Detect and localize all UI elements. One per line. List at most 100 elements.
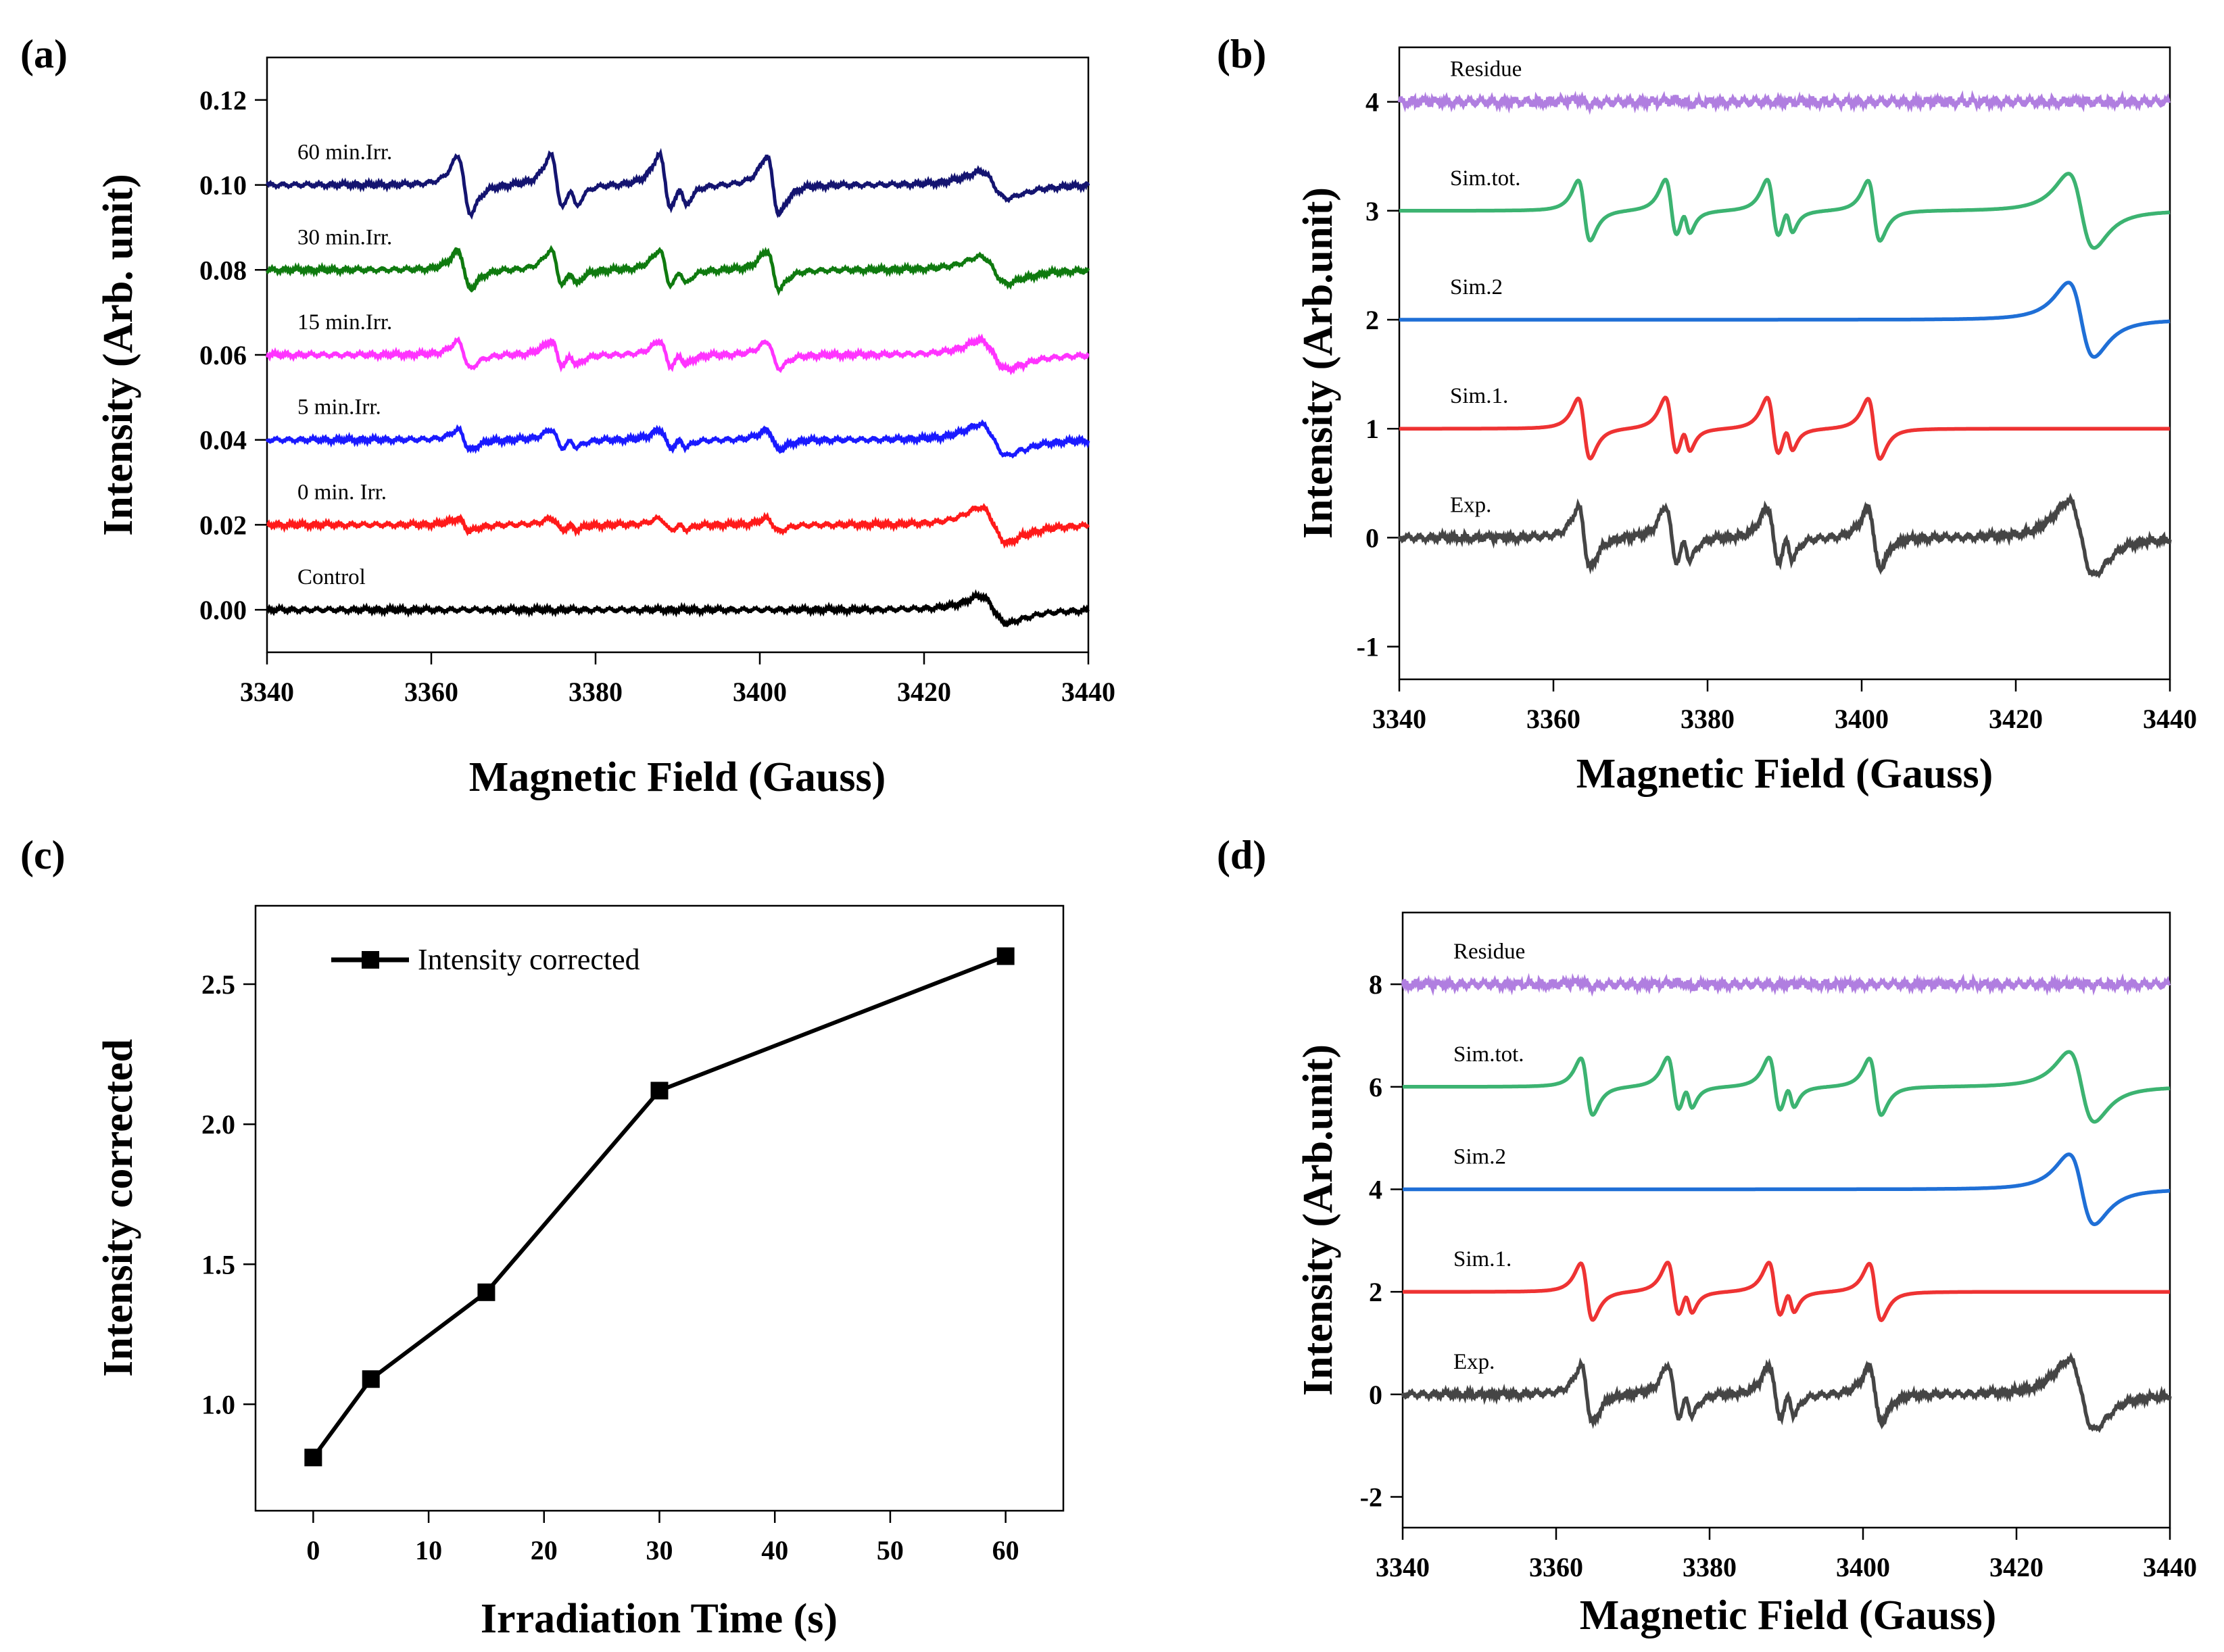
panel-b-label: (b) — [1217, 32, 1266, 76]
y-tick-label: 2.5 — [201, 969, 235, 1000]
panel-b-series: Exp. Sim.1. Sim.2 Sim.tot. Residue — [1397, 57, 2172, 579]
panel-a-series: Control 0 min. Irr. 5 min.Irr. 15 min.Irr. 3… — [265, 141, 1090, 628]
legend-label: Intensity corrected — [418, 943, 640, 976]
y-tick-label: 0.06 — [199, 340, 247, 370]
x-tick-label: 3380 — [1681, 704, 1735, 734]
y-tick-label: 0.12 — [199, 85, 247, 116]
panel-d-series: Exp. Sim.1. Sim.2 Sim.tot. Residue — [1401, 940, 2172, 1433]
data-point — [477, 1283, 495, 1301]
y-tick-label: 2 — [1365, 305, 1379, 335]
x-tick-label: 3340 — [1376, 1552, 1430, 1582]
panel-d-ylabel: Intensity (Arb.unit) — [1295, 1044, 1341, 1396]
x-tick-label: 50 — [877, 1535, 904, 1565]
series-line — [311, 954, 1007, 1459]
series-line — [1403, 1050, 2171, 1124]
series-line — [265, 333, 1090, 376]
y-tick-label: 0.04 — [199, 425, 247, 456]
panel-b-ylabel: Intensity (Arb.unit) — [1295, 187, 1341, 539]
series-label: 60 min.Irr. — [297, 141, 392, 165]
series-label: Control — [297, 565, 366, 589]
panel-d: (d) 3340 3360 3380 3400 3420 3440 -2 0 2 4 6 8 Exp.… — [1217, 833, 2197, 1638]
y-tick-label: 1.5 — [201, 1249, 235, 1280]
panel-a-ticks: 3340 3360 3380 3400 3420 3440 0.00 0.02 0.04 0.06… — [199, 85, 1115, 707]
y-tick-label: 2 — [1369, 1277, 1382, 1307]
panel-c-label: (c) — [20, 833, 66, 877]
x-tick-label: 3400 — [1835, 704, 1889, 734]
x-tick-label: 3440 — [2143, 1552, 2197, 1582]
series-label: 0 min. Irr. — [297, 480, 387, 504]
x-tick-label: 30 — [646, 1535, 673, 1565]
x-tick-label: 3380 — [1683, 1552, 1737, 1582]
panel-d-label: (d) — [1217, 833, 1266, 877]
y-tick-label: -2 — [1360, 1482, 1382, 1513]
y-tick-label: 0 — [1365, 523, 1379, 553]
series-label: 15 min.Irr. — [297, 310, 392, 335]
series-label: Sim.2 — [1450, 275, 1503, 299]
panel-d-xlabel: Magnetic Field (Gauss) — [1580, 1593, 1997, 1638]
series-label: 30 min.Irr. — [297, 225, 392, 249]
x-tick-label: 20 — [531, 1535, 558, 1565]
panel-a: (a) 3340 3360 3380 3400 3420 3440 0.00 0.02 0.04… — [20, 32, 1115, 800]
panel-a-xlabel: Magnetic Field (Gauss) — [469, 754, 886, 800]
series-line — [1399, 395, 2170, 461]
x-tick-label: 10 — [415, 1535, 442, 1565]
y-tick-label: 0.02 — [199, 510, 247, 540]
panel-c: (c) 0 10 20 30 40 50 60 1.0 1.5 2.0 2.5 Intensity … — [20, 833, 1065, 1642]
panel-b: (b) 3340 3360 3380 3400 3420 3440 -1 0 1 2 3 4 Exp.… — [1217, 32, 2197, 797]
x-tick-label: 3340 — [240, 677, 294, 707]
series-line — [1399, 281, 2171, 359]
series-line — [265, 147, 1090, 220]
series-line — [1401, 973, 2171, 997]
series-label: Exp. — [1450, 493, 1491, 517]
y-tick-label: 0.08 — [199, 255, 247, 285]
series-line — [1399, 172, 2171, 250]
x-tick-label: 40 — [761, 1535, 788, 1565]
series-label: Sim.1. — [1450, 384, 1508, 408]
y-tick-label: 2.0 — [201, 1109, 235, 1140]
x-tick-label: 0 — [306, 1535, 320, 1565]
panel-a-ylabel: Intensity (Arb. unit) — [95, 174, 141, 536]
legend-marker — [362, 951, 379, 969]
panel-d-ticks: 3340 3360 3380 3400 3420 3440 -2 0 2 4 6 8 — [1360, 969, 2197, 1582]
panel-c-ticks: 0 10 20 30 40 50 60 1.0 1.5 2.0 2.5 — [201, 969, 1019, 1565]
x-tick-label: 3440 — [1061, 677, 1115, 707]
y-tick-label: 8 — [1369, 969, 1382, 1000]
y-tick-label: 6 — [1369, 1072, 1382, 1102]
data-point — [650, 1082, 669, 1100]
panel-c-legend: Intensity corrected — [331, 943, 640, 976]
series-label: Residue — [1450, 57, 1522, 82]
series-line — [1397, 492, 2172, 579]
x-tick-label: 3420 — [897, 677, 951, 707]
series-label: Residue — [1453, 940, 1525, 964]
x-tick-label: 3420 — [1989, 1552, 2044, 1582]
panel-b-xlabel: Magnetic Field (Gauss) — [1576, 751, 1993, 797]
data-point — [996, 947, 1015, 965]
series-line — [266, 589, 1090, 628]
series-line — [1403, 1152, 2170, 1226]
y-tick-label: 0.00 — [199, 595, 247, 625]
series-label: 5 min.Irr. — [297, 395, 381, 420]
series-label: Sim.tot. — [1450, 166, 1521, 191]
y-tick-label: 0.10 — [199, 170, 247, 201]
series-line — [1401, 1352, 2172, 1433]
y-tick-label: 3 — [1365, 196, 1379, 226]
series-label: Sim.2 — [1453, 1145, 1506, 1169]
panel-c-frame — [254, 904, 1065, 1512]
y-tick-label: 4 — [1365, 87, 1379, 118]
x-tick-label: 3360 — [1529, 1552, 1583, 1582]
y-tick-label: 1 — [1365, 414, 1379, 444]
data-point — [362, 1370, 380, 1388]
x-tick-label: 3400 — [1836, 1552, 1890, 1582]
y-tick-label: -1 — [1357, 632, 1379, 662]
x-tick-label: 3400 — [733, 677, 787, 707]
x-tick-label: 3340 — [1372, 704, 1426, 734]
panel-b-frame — [1398, 46, 2171, 681]
series-label: Sim.tot. — [1453, 1042, 1524, 1067]
series-line — [1397, 90, 2171, 116]
series-line — [1403, 1261, 2170, 1323]
panel-c-ylabel: Intensity corrected — [95, 1039, 141, 1377]
x-tick-label: 3440 — [2143, 704, 2197, 734]
y-tick-label: 4 — [1369, 1175, 1382, 1205]
series-label: Sim.1. — [1453, 1247, 1512, 1271]
